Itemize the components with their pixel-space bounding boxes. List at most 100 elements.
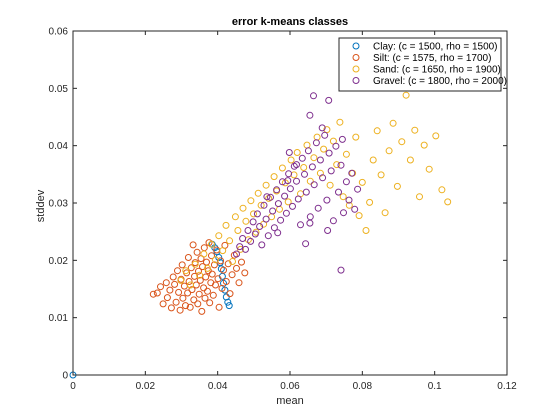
point-3-66	[338, 135, 346, 143]
point-2-52	[342, 150, 350, 158]
point-3-52	[348, 169, 356, 177]
point-3-63	[293, 161, 300, 169]
point-3-30	[298, 154, 306, 162]
point-1-68	[238, 258, 245, 266]
point-1-41	[201, 294, 209, 302]
point-3-56	[325, 96, 333, 104]
point-3-11	[260, 201, 268, 209]
point-3-32	[302, 188, 310, 196]
point-1-20	[184, 289, 192, 297]
x-tick-label: 0.02	[136, 381, 156, 392]
point-2-75	[438, 186, 446, 194]
point-3-1	[236, 243, 244, 251]
point-2-18	[242, 217, 250, 225]
point-2-74	[432, 132, 440, 140]
point-1-44	[204, 287, 211, 295]
point-2-51	[339, 193, 347, 201]
point-3-23	[285, 170, 293, 178]
point-3-25	[289, 202, 296, 210]
point-2-60	[369, 156, 377, 164]
point-3-18	[274, 200, 282, 208]
point-2-76	[444, 198, 452, 206]
point-3-6	[249, 218, 257, 226]
point-1-10	[172, 298, 180, 306]
point-1-39	[200, 284, 208, 292]
point-3-13	[264, 232, 272, 240]
point-2-6	[204, 264, 211, 272]
point-2-27	[265, 194, 273, 202]
point-2-49	[333, 161, 341, 169]
point-2-21	[250, 210, 257, 218]
point-2-17	[239, 204, 247, 212]
point-2-24	[257, 201, 265, 209]
legend-label-0: Clay: (c = 1500, rho = 1500)	[373, 42, 498, 53]
x-tick-label: 0.1	[428, 381, 442, 392]
point-2-16	[237, 245, 244, 253]
y-tick-label: 0.06	[49, 27, 69, 38]
point-1-42	[202, 273, 210, 281]
series-1	[149, 239, 249, 315]
point-1-12	[175, 288, 183, 296]
point-2-57	[358, 178, 366, 186]
point-1-18	[182, 302, 189, 310]
point-3-46	[332, 142, 340, 150]
x-tick-label: 0.08	[353, 381, 373, 392]
point-3-7	[251, 230, 259, 238]
point-3-36	[310, 181, 318, 189]
point-3-14	[267, 193, 274, 201]
point-1-64	[228, 271, 236, 279]
legend-marker-1	[352, 54, 360, 61]
legend-marker-2	[352, 65, 360, 73]
legend-box	[338, 37, 502, 92]
point-2-12	[226, 237, 234, 245]
point-3-59	[274, 229, 282, 237]
y-tick-label: 0.03	[49, 199, 69, 210]
point-2-59	[366, 198, 374, 206]
point-1-53	[212, 281, 219, 289]
x-tick-label: 0.04	[208, 381, 228, 392]
point-1-17	[180, 282, 188, 290]
point-3-21	[281, 192, 289, 200]
point-3-4	[244, 227, 252, 234]
point-1-40	[200, 244, 208, 252]
point-1-43	[203, 258, 210, 266]
series-3	[233, 92, 362, 274]
point-1-47	[206, 299, 214, 307]
point-3-61	[337, 266, 345, 274]
point-1-16	[179, 294, 187, 302]
chart-title: error k-means classes	[232, 16, 348, 28]
point-1-11	[174, 267, 181, 275]
point-1-32	[194, 300, 202, 308]
point-2-7	[208, 240, 215, 248]
series-2	[177, 91, 452, 289]
series-0	[69, 240, 233, 379]
point-2-40	[303, 141, 311, 149]
point-3-55	[310, 92, 317, 100]
point-2-26	[262, 181, 270, 189]
point-2-20	[247, 197, 255, 205]
point-0-12	[225, 302, 233, 310]
point-1-8	[169, 273, 177, 281]
point-2-2	[187, 281, 194, 289]
point-1-66	[233, 264, 240, 272]
point-1-6	[166, 286, 174, 294]
y-tick-label: 0	[62, 371, 68, 382]
point-1-26	[189, 241, 197, 249]
point-2-41	[306, 177, 314, 185]
point-1-31	[193, 248, 201, 256]
point-3-29	[297, 221, 304, 229]
point-3-35	[308, 163, 316, 171]
point-2-0	[177, 276, 185, 284]
point-1-63	[226, 290, 234, 298]
point-1-69	[241, 269, 249, 277]
point-3-67	[284, 177, 292, 185]
point-2-8	[212, 256, 219, 264]
x-tick-label: 0	[70, 381, 76, 392]
point-3-19	[277, 216, 285, 224]
point-2-35	[287, 156, 295, 164]
point-3-16	[270, 224, 278, 232]
point-2-65	[389, 119, 397, 127]
point-3-15	[269, 207, 277, 215]
point-3-37	[312, 139, 320, 147]
point-1-3	[159, 300, 167, 308]
